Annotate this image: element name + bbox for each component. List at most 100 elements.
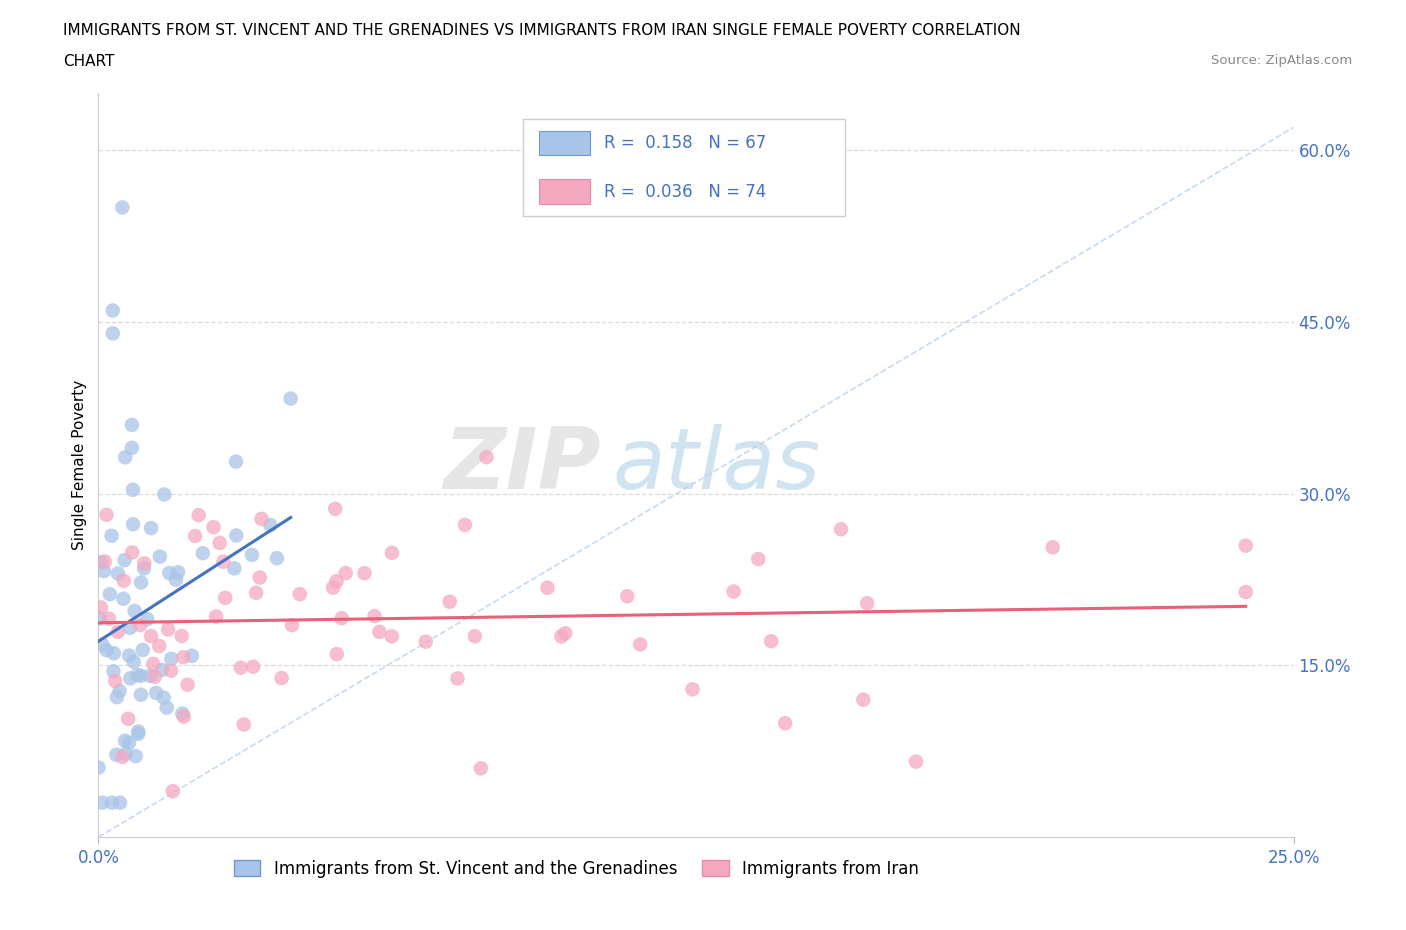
- Point: [415, 634, 437, 649]
- Text: R =  0.036   N = 74: R = 0.036 N = 74: [605, 182, 766, 201]
- Point: [124, 749, 146, 764]
- Point: [103, 646, 125, 661]
- Point: [202, 520, 225, 535]
- Point: [90, 600, 112, 615]
- Point: [856, 596, 879, 611]
- Point: [162, 784, 184, 799]
- Point: [111, 750, 134, 764]
- Point: [118, 736, 141, 751]
- Point: [112, 573, 135, 588]
- Point: [212, 554, 235, 569]
- Point: [353, 565, 375, 580]
- Legend: Immigrants from St. Vincent and the Grenadines, Immigrants from Iran: Immigrants from St. Vincent and the Gren…: [228, 853, 925, 884]
- Point: [101, 326, 124, 340]
- Point: [446, 671, 468, 686]
- Point: [100, 528, 122, 543]
- Point: [335, 565, 357, 580]
- Point: [325, 574, 347, 589]
- Point: [129, 618, 152, 632]
- Point: [127, 726, 149, 741]
- Point: [105, 748, 128, 763]
- FancyBboxPatch shape: [523, 119, 845, 216]
- Point: [108, 684, 131, 698]
- Point: [136, 612, 159, 627]
- Point: [103, 664, 125, 679]
- Point: [326, 646, 349, 661]
- Point: [747, 551, 769, 566]
- Point: [160, 651, 183, 666]
- Point: [121, 441, 143, 456]
- Point: [170, 629, 193, 644]
- Point: [554, 626, 576, 641]
- Point: [114, 450, 136, 465]
- Point: [281, 618, 304, 632]
- Point: [153, 487, 176, 502]
- Point: [143, 670, 166, 684]
- Point: [127, 724, 149, 739]
- Point: [152, 690, 174, 705]
- Point: [150, 662, 173, 677]
- Point: [90, 554, 112, 569]
- Point: [98, 587, 121, 602]
- Point: [225, 454, 247, 469]
- Text: atlas: atlas: [613, 423, 820, 507]
- Point: [759, 633, 782, 648]
- Point: [773, 716, 796, 731]
- Point: [139, 521, 162, 536]
- Point: [160, 663, 183, 678]
- Point: [240, 548, 263, 563]
- Point: [381, 629, 404, 644]
- Point: [229, 660, 252, 675]
- Point: [173, 709, 195, 724]
- Point: [270, 671, 292, 685]
- Point: [89, 611, 111, 626]
- Point: [91, 637, 114, 652]
- Point: [122, 517, 145, 532]
- Point: [191, 546, 214, 561]
- Point: [118, 648, 141, 663]
- Point: [145, 685, 167, 700]
- Point: [96, 643, 118, 658]
- Point: [245, 585, 267, 600]
- Point: [259, 518, 281, 533]
- Point: [180, 648, 202, 663]
- Point: [118, 620, 141, 635]
- Point: [536, 580, 558, 595]
- Point: [1234, 585, 1257, 600]
- Point: [616, 589, 638, 604]
- Point: [122, 483, 145, 498]
- Point: [124, 604, 146, 618]
- Point: [208, 536, 231, 551]
- Text: Source: ZipAtlas.com: Source: ZipAtlas.com: [1212, 54, 1353, 67]
- Point: [1042, 539, 1064, 554]
- Point: [280, 392, 302, 406]
- Point: [105, 690, 128, 705]
- Point: [148, 639, 170, 654]
- Point: [117, 711, 139, 726]
- Point: [225, 528, 247, 543]
- Point: [205, 609, 228, 624]
- Point: [381, 545, 404, 560]
- Point: [129, 575, 152, 590]
- Point: [129, 687, 152, 702]
- Point: [288, 587, 311, 602]
- Point: [723, 584, 745, 599]
- Point: [93, 564, 115, 578]
- Point: [157, 565, 180, 580]
- Point: [214, 591, 236, 605]
- Point: [167, 565, 190, 579]
- Point: [132, 561, 155, 576]
- Point: [157, 622, 180, 637]
- Point: [94, 554, 117, 569]
- Point: [134, 556, 156, 571]
- Point: [830, 522, 852, 537]
- Point: [323, 501, 346, 516]
- Point: [464, 629, 486, 644]
- Point: [112, 591, 135, 606]
- Point: [87, 760, 110, 775]
- Point: [107, 566, 129, 581]
- Point: [475, 450, 498, 465]
- Bar: [540, 131, 589, 155]
- Point: [129, 669, 152, 684]
- Point: [628, 637, 651, 652]
